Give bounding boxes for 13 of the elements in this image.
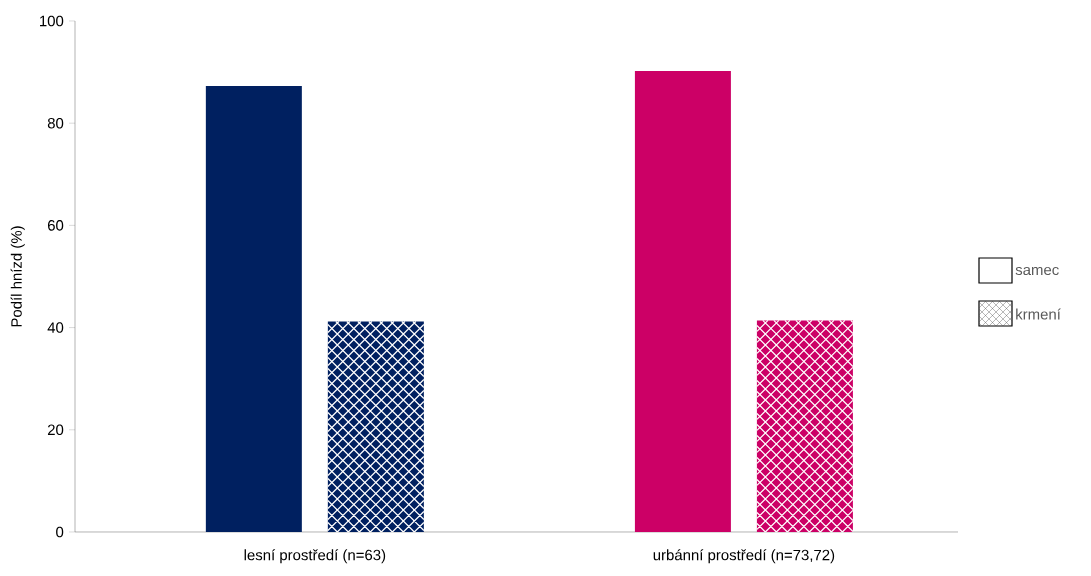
y-tick-label: 80 [47,117,64,129]
x-tick-label: lesní prostředí (n=63) [244,549,386,564]
y-tick-label: 100 [40,15,64,27]
y-tick-label: 40 [47,322,64,333]
y-tick-label: 20 [47,424,64,436]
bar [634,71,731,532]
bar [205,85,302,532]
y-tick-label: 60 [47,220,64,231]
x-tick-label: urbánní prostředí (n=73,72) [653,549,835,564]
y-axis-title: Podíl hnízd (%) [10,226,25,327]
y-tick-label: 0 [56,526,64,538]
text: krmení [1016,308,1061,320]
text: samec [1015,266,1059,276]
